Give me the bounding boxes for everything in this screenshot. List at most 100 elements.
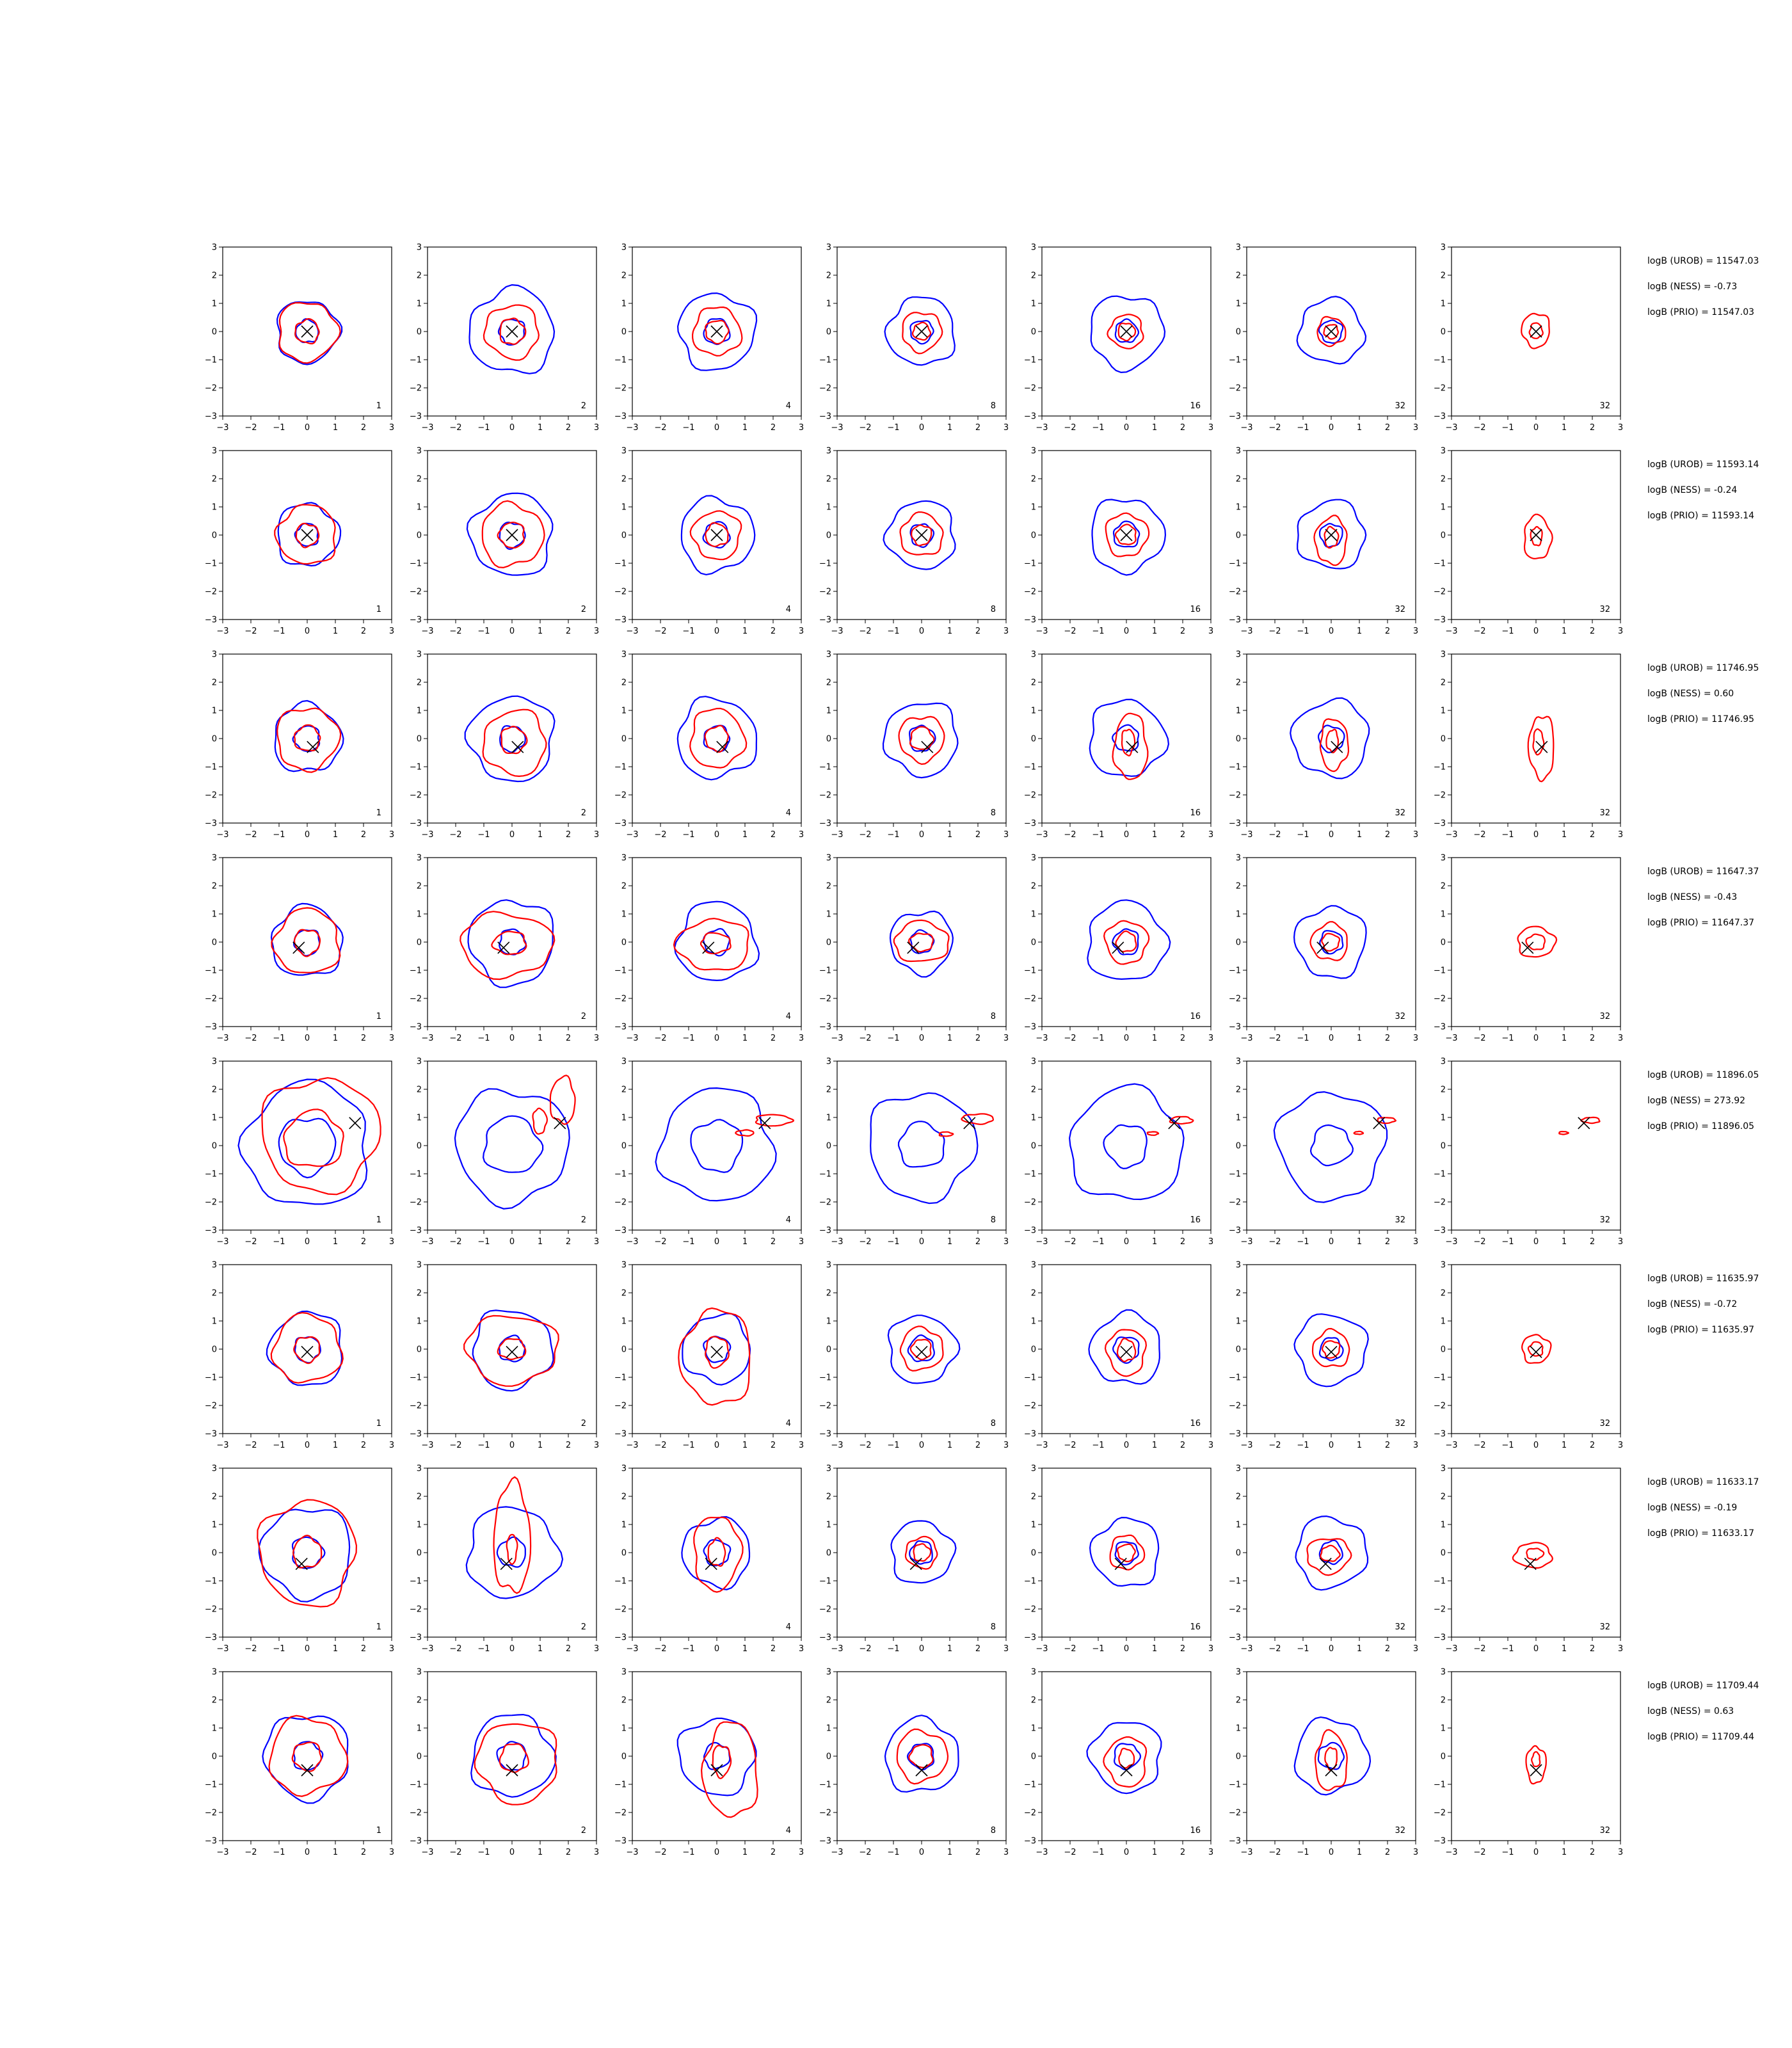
x-tick-label: −3: [216, 1034, 228, 1043]
x-tick-label: 2: [1180, 1644, 1185, 1654]
panel-count-label: 8: [991, 808, 996, 818]
y-tick-label: 0: [1441, 1549, 1446, 1558]
y-tick-label: 0: [621, 531, 627, 541]
x-tick-label: 3: [1413, 1441, 1418, 1450]
panel-count-label: 4: [786, 605, 791, 614]
y-tick-label: −2: [614, 1402, 627, 1411]
x-tick-label: −3: [1036, 1034, 1048, 1043]
panel-r3-c4: −3−3 −2 −2 −1 −1 0 0 1 1 2 2 3 3 8: [819, 650, 1009, 840]
x-tick-label: 2: [1180, 1237, 1185, 1247]
x-tick-label: −2: [1064, 627, 1076, 636]
x-tick-label: 0: [919, 1848, 924, 1857]
red-contour: [704, 724, 729, 753]
x-tick-label: −3: [1445, 423, 1457, 433]
truth-marker: [506, 529, 518, 541]
red-contour: [278, 301, 341, 364]
y-tick-label: −1: [1229, 559, 1241, 569]
y-tick-label: 0: [826, 735, 831, 744]
axes-frame: [836, 1468, 1007, 1638]
x-tick-label: −1: [273, 1644, 285, 1654]
x-tick-label: −3: [831, 627, 843, 636]
y-tick-label: 1: [1031, 707, 1036, 716]
x-tick-label: −2: [1473, 830, 1485, 840]
y-tick-label: 0: [212, 328, 217, 337]
truth-marker: [1535, 740, 1548, 753]
red-contour: [1324, 525, 1340, 549]
x-tick-label: 0: [305, 1441, 310, 1450]
red-contour: [673, 917, 749, 971]
y-tick-label: −1: [1229, 763, 1241, 772]
x-tick-label: 0: [1124, 627, 1129, 636]
red-contour: [549, 1075, 576, 1125]
panel-r1-c2: −3−3 −2 −2 −1 −1 0 0 1 1 2 2 3 3 2: [410, 243, 599, 433]
x-tick-label: 0: [919, 1034, 924, 1043]
blue-contour: [690, 1119, 744, 1173]
x-tick-label: 3: [1413, 423, 1418, 433]
x-tick-label: −2: [1473, 1644, 1485, 1654]
x-tick-label: 0: [919, 1237, 924, 1247]
blue-contour: [884, 296, 956, 366]
axes-frame: [1041, 1060, 1212, 1231]
y-tick-label: 1: [826, 1521, 831, 1530]
x-tick-label: 3: [1413, 627, 1418, 636]
red-contour: [735, 1129, 755, 1137]
x-tick-label: −2: [1268, 1644, 1281, 1654]
y-tick-label: 3: [621, 1261, 627, 1270]
y-tick-label: −1: [1024, 966, 1036, 976]
y-tick-label: 2: [826, 1696, 831, 1706]
x-tick-label: 1: [742, 830, 748, 840]
blue-contour: [909, 929, 935, 954]
x-tick-label: 1: [1562, 1034, 1567, 1043]
x-tick-label: 3: [1208, 1237, 1213, 1247]
y-tick-label: 0: [1236, 938, 1241, 948]
panel-r1-c4: −3−3 −2 −2 −1 −1 0 0 1 1 2 2 3 3 8: [819, 243, 1009, 433]
y-tick-label: 1: [826, 910, 831, 920]
x-tick-label: 3: [799, 830, 804, 840]
blue-contour: [467, 899, 554, 988]
red-contour: [755, 1114, 795, 1127]
truth-marker: [1120, 1345, 1133, 1358]
logb-stat: logB (UROB) = 11647.37: [1647, 867, 1759, 877]
blue-contour: [1088, 1309, 1160, 1385]
logb-stat: logB (NESS) = 273.92: [1647, 1096, 1746, 1106]
y-tick-label: −2: [614, 1809, 627, 1818]
y-tick-label: 0: [826, 1142, 831, 1151]
axes-frame: [1451, 1468, 1621, 1638]
y-tick-label: 0: [1441, 938, 1446, 948]
y-tick-label: 1: [621, 1724, 627, 1734]
blue-contour: [676, 1717, 757, 1796]
red-contour: [463, 1315, 559, 1387]
y-tick-label: −2: [1229, 1198, 1241, 1208]
panel-r1-c5: −3−3 −2 −2 −1 −1 0 0 1 1 2 2 3 3 16: [1024, 243, 1213, 433]
x-tick-label: −2: [1473, 1848, 1485, 1857]
red-contour: [261, 1076, 381, 1196]
y-tick-label: 2: [212, 1492, 217, 1502]
x-tick-label: 3: [1004, 1644, 1009, 1654]
x-tick-label: −2: [449, 1441, 461, 1450]
x-tick-label: −3: [1445, 1848, 1457, 1857]
y-tick-label: 0: [1441, 1752, 1446, 1762]
y-tick-label: −3: [1024, 1430, 1036, 1439]
x-tick-label: 2: [1590, 627, 1595, 636]
x-tick-label: −3: [421, 1644, 433, 1654]
red-contour: [497, 1338, 527, 1361]
x-tick-label: 2: [975, 627, 980, 636]
x-tick-label: −1: [682, 1034, 694, 1043]
blue-contour: [703, 1335, 732, 1363]
axes-frame: [1451, 1264, 1621, 1434]
y-tick-label: 3: [1031, 243, 1036, 253]
x-tick-label: 2: [566, 1034, 571, 1043]
axes-frame: [427, 1468, 597, 1638]
x-tick-label: 0: [919, 627, 924, 636]
axes-frame: [632, 857, 802, 1027]
y-tick-label: −3: [614, 1837, 627, 1846]
panel-count-label: 8: [991, 401, 996, 411]
truth-marker: [1524, 1558, 1537, 1571]
y-tick-label: 1: [1031, 503, 1036, 513]
y-tick-label: −3: [819, 616, 831, 625]
y-tick-label: 1: [417, 1317, 422, 1327]
y-tick-label: −3: [1434, 1837, 1446, 1846]
truth-marker: [1126, 740, 1139, 753]
y-tick-label: −3: [614, 1633, 627, 1643]
x-tick-label: 0: [714, 830, 719, 840]
